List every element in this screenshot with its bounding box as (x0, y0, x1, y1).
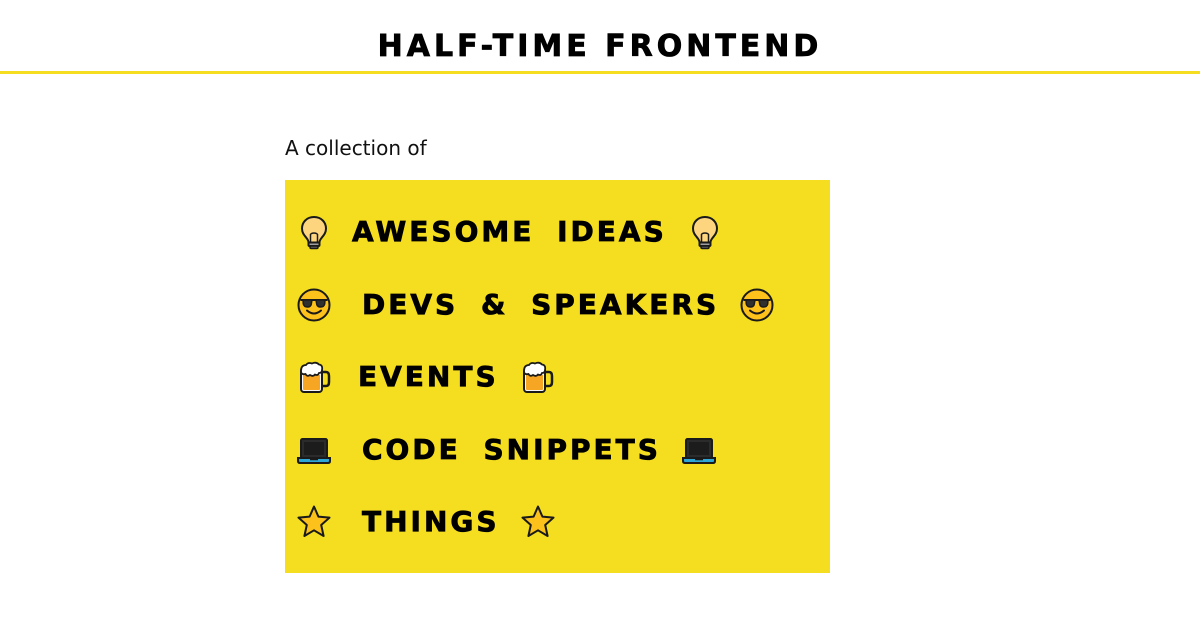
smiling-face-sunglasses-icon (296, 287, 332, 323)
laptop-icon (296, 432, 332, 468)
beer-mug-icon (519, 359, 555, 395)
star-icon (520, 504, 556, 540)
feature-label: EVENTS (358, 360, 499, 394)
feature-label: CODE SNIPPETS (362, 433, 661, 467)
site-title[interactable]: HALF-TIME FRONTEND (377, 29, 823, 65)
feature-label: DEVS & SPEAKERS (362, 288, 720, 322)
intro-text: A collection of (285, 136, 427, 160)
feature-item-awesome-ideas: AWESOME IDEAS (296, 210, 723, 254)
beer-mug-icon (296, 359, 332, 395)
smiling-face-sunglasses-icon (739, 287, 775, 323)
feature-item-events: EVENTS (296, 355, 555, 399)
light-bulb-icon (687, 214, 723, 250)
feature-label: THINGS (362, 505, 500, 539)
laptop-icon (681, 432, 717, 468)
feature-label: AWESOME IDEAS (352, 215, 667, 249)
feature-item-things: THINGS (296, 500, 556, 544)
feature-item-devs-speakers: DEVS & SPEAKERS (296, 283, 775, 327)
feature-box: AWESOME IDEAS D (285, 180, 830, 573)
star-icon (296, 504, 332, 540)
light-bulb-icon (296, 214, 332, 250)
site-header: HALF-TIME FRONTEND (0, 0, 1200, 74)
feature-item-code-snippets: CODE SNIPPETS (296, 428, 717, 472)
